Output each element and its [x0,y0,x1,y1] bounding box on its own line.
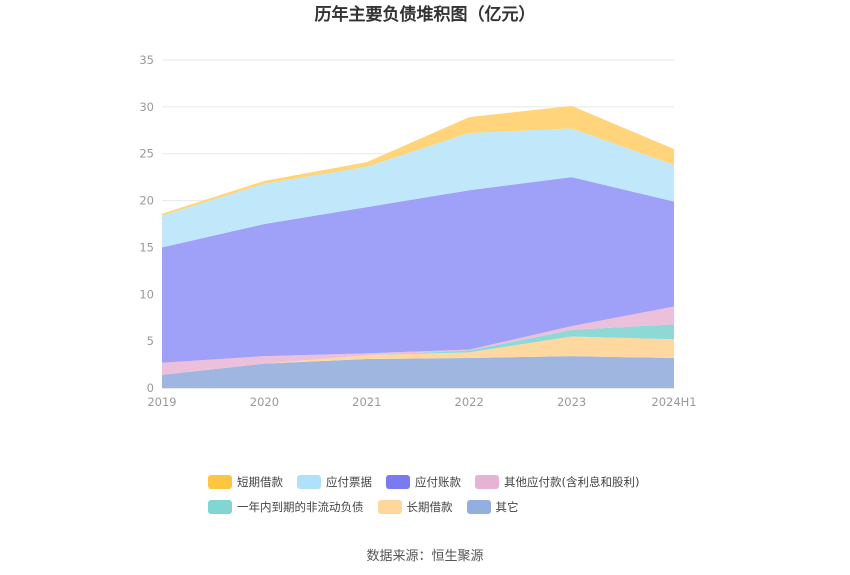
legend-label: 短期借款 [237,474,283,489]
legend-item-notes-payable[interactable]: 应付票据 [297,474,372,490]
legend-item-long-term-borrowing[interactable]: 长期借款 [377,499,453,515]
area-3 [162,306,674,375]
area-series [162,105,674,388]
stacked-area-chart: 历年主要负债堆积图（亿元） 0 5 10 15 20 25 30 35 2019 2020 202… [139,4,696,409]
area-2 [162,324,674,375]
chart-title: 历年主要负债堆积图（亿元） [315,4,536,25]
legend-swatch [377,499,402,514]
legend-row-2: 一年内到期的非流动负债 长期借款 其它 [208,497,668,516]
legend-item-other[interactable]: 其它 [466,499,519,515]
y-tick-label: 5 [147,334,154,348]
legend-label: 应付账款 [415,474,461,489]
x-tick-label: 2019 [147,395,176,409]
legend-item-current-noncurrent-liabilities[interactable]: 一年内到期的非流动负债 [208,499,364,515]
area-1 [162,336,674,375]
y-axis-ticks: 0 5 10 15 20 25 30 35 [139,53,154,395]
x-tick-label: 2023 [557,395,586,409]
y-tick-label: 20 [139,194,154,208]
x-tick-label: 2021 [352,395,381,409]
y-tick-label: 35 [139,53,154,67]
legend-label: 长期借款 [406,499,453,514]
legend-item-short-term-borrowing[interactable]: 短期借款 [208,474,283,490]
legend-label: 其他应付款(含利息和股利) [504,474,640,489]
legend-label: 应付票据 [326,474,372,489]
legend: 短期借款 应付票据 应付账款 其他应付款(含利息和股利) 一年内到期的非流动负债… [208,472,668,522]
legend-swatch [297,474,321,489]
y-tick-label: 15 [139,240,154,254]
area-0 [162,356,674,388]
legend-swatch [466,499,491,514]
x-tick-label: 2024H1 [651,395,696,409]
y-tick-label: 0 [147,381,154,395]
legend-label: 其它 [495,499,519,514]
x-tick-label: 2020 [250,395,279,409]
legend-swatch [208,474,232,489]
y-tick-label: 10 [139,287,154,301]
data-source-note: 数据来源：恒生聚源 [366,549,484,564]
legend-swatch [208,499,232,514]
legend-item-other-payables[interactable]: 其他应付款(含利息和股利) [475,474,639,490]
legend-item-accounts-payable[interactable]: 应付账款 [386,474,461,490]
y-tick-label: 25 [139,147,154,161]
legend-row-1: 短期借款 应付票据 应付账款 其他应付款(含利息和股利) [208,472,668,491]
y-tick-label: 30 [139,100,154,114]
legend-swatch [386,474,410,489]
area-4 [162,177,674,363]
x-axis-ticks: 2019 2020 2021 2022 2023 2024H1 [147,395,696,409]
area-5 [162,128,674,248]
legend-swatch [475,474,499,489]
legend-label: 一年内到期的非流动负债 [237,499,364,514]
x-tick-label: 2022 [455,395,484,409]
